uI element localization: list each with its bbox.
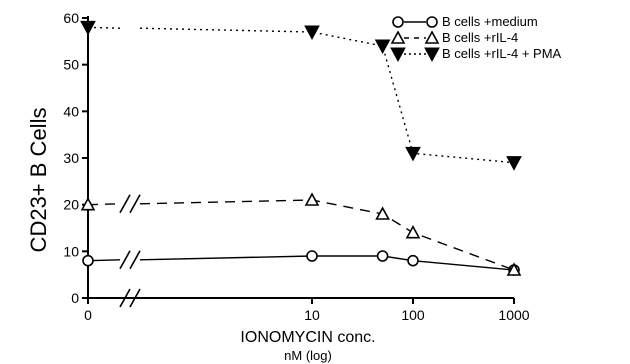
data-point [304,192,320,206]
data-point [374,39,391,55]
x-axis-label: IONOMYCIN conc. [240,329,375,346]
legend-marker [390,30,406,44]
y-tick-label: 20 [63,197,79,213]
legend-marker [424,47,440,63]
y-tick-label: 10 [63,243,79,259]
series-0 [82,250,520,276]
data-point [80,196,96,211]
data-point [405,224,421,239]
axes: 0 10 20 30 40 50 60 0 10 100 1000 [63,10,529,323]
y-tick-label: 60 [63,10,79,26]
legend-label: B cells +rIL-4 [442,30,518,45]
x-tick-label: 0 [84,307,92,323]
legend-marker [392,16,404,28]
series-layer [80,20,522,276]
x-tick-label: 1000 [498,307,529,323]
y-tick-label: 40 [63,103,79,119]
data-point [306,250,318,262]
axis-break-mark [119,250,141,270]
series-line [87,26,121,29]
legend-item: B cells +rIL-4 + PMA [390,46,562,63]
series-2 [80,20,522,171]
legend-marker [390,47,406,63]
legend-label: B cells +medium [442,14,538,29]
data-point [80,20,96,36]
y-tick-label: 50 [63,57,79,73]
legend-item: B cells +rIL-4 [390,30,518,45]
data-point [304,25,320,41]
data-point [82,254,94,267]
series-line [139,199,515,271]
x-tick-label: 10 [304,307,320,323]
axis-break-mark [119,288,141,308]
x-tick-label: 100 [401,307,425,323]
legend-item: B cells +medium [392,14,538,29]
data-point [376,250,389,262]
data-point [405,146,421,162]
series-1 [80,192,522,276]
series-line [139,27,515,164]
data-point [375,206,390,220]
y-axis-label: CD23+ B Cells [26,108,51,253]
y-tick-label: 0 [71,290,79,306]
legend-marker [426,16,438,28]
legend-label: B cells +rIL-4 + PMA [442,46,562,61]
axis-break-mark [119,194,141,214]
series-line [87,203,121,206]
data-point [506,262,522,276]
series-line [139,255,515,271]
data-point [506,156,522,171]
x-axis-sublabel: nM (log) [284,348,332,363]
y-tick-label: 30 [63,150,79,166]
data-point [407,254,419,267]
legend-marker [424,30,440,44]
